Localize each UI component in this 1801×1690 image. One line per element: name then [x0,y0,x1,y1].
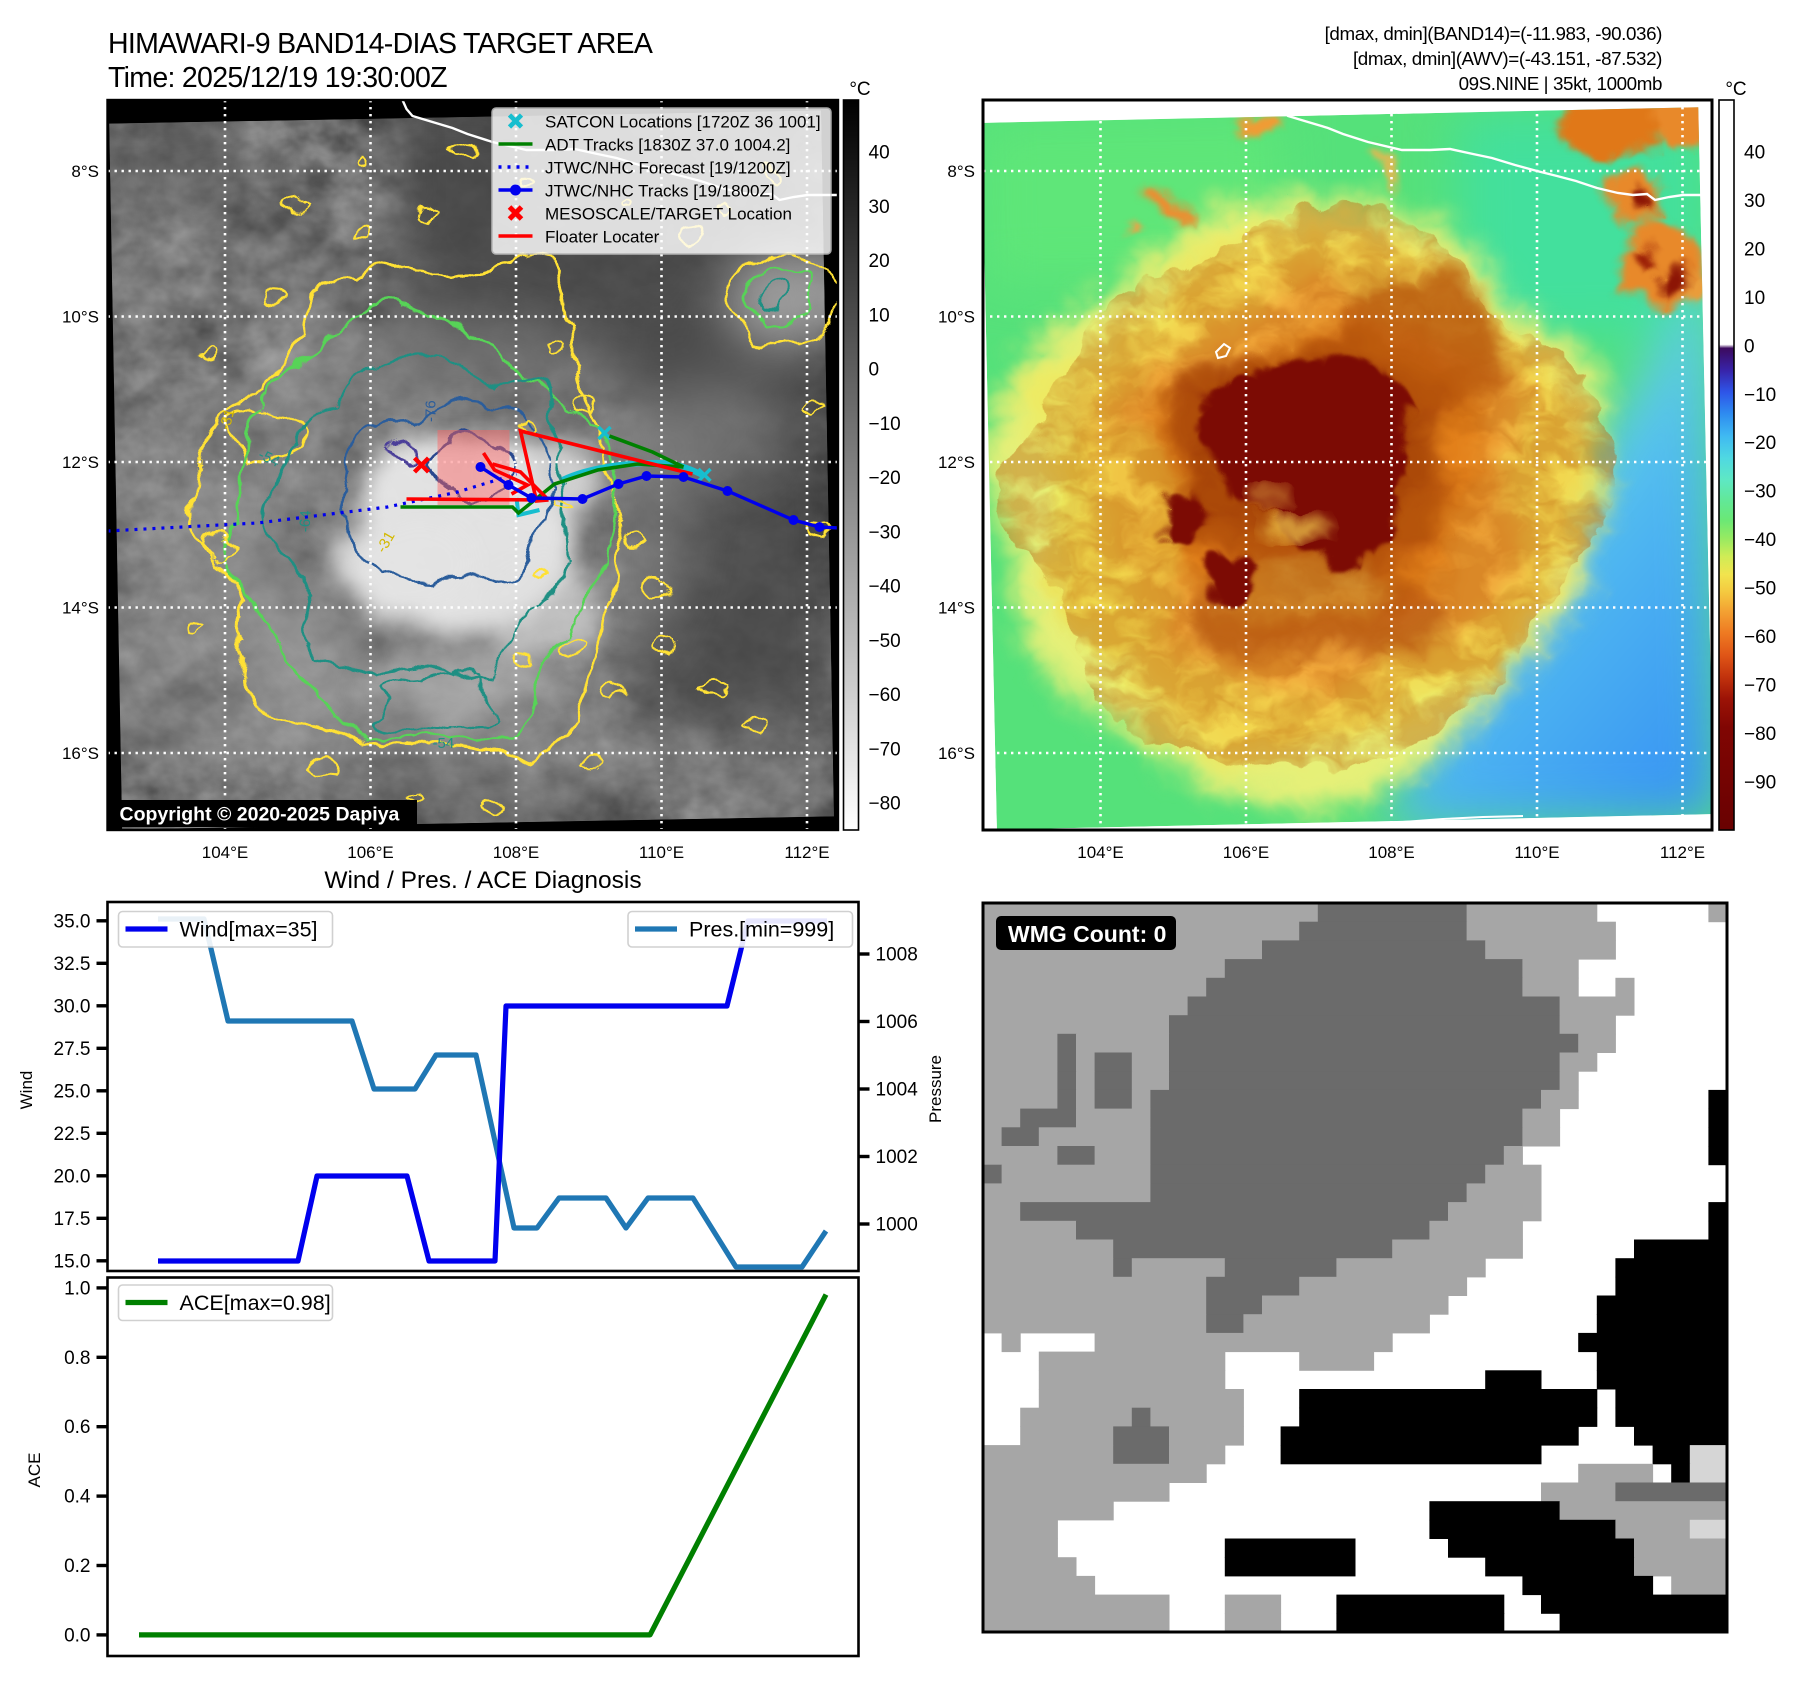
svg-text:ACE: ACE [25,1453,44,1488]
svg-text:JTWC/NHC Forecast [19/1200Z]: JTWC/NHC Forecast [19/1200Z] [545,159,791,178]
svg-text:ADT Tracks [1830Z 37.0 1004.2]: ADT Tracks [1830Z 37.0 1004.2] [545,136,790,155]
svg-text:−60: −60 [869,685,901,706]
svg-text:−80: −80 [869,794,901,815]
svg-text:10°S: 10°S [938,308,975,327]
svg-text:40: 40 [1744,143,1765,164]
svg-text:Time: 2025/12/19 19:30:00Z: Time: 2025/12/19 19:30:00Z [108,62,447,94]
svg-text:30: 30 [1744,191,1765,212]
svg-text:Wind: Wind [17,1071,36,1110]
svg-text:30.0: 30.0 [54,996,91,1017]
svg-text:1006: 1006 [876,1012,918,1033]
svg-text:Pressure: Pressure [926,1055,945,1123]
svg-text:°C: °C [1725,79,1746,100]
svg-text:1000: 1000 [876,1215,918,1236]
svg-text:108°E: 108°E [1368,843,1415,862]
svg-text:SATCON Locations [1720Z 36 100: SATCON Locations [1720Z 36 1001] [545,113,821,132]
svg-text:25.0: 25.0 [54,1081,91,1102]
svg-text:Pres.[min=999]: Pres.[min=999] [689,918,834,942]
svg-text:22.5: 22.5 [54,1124,91,1145]
svg-text:10: 10 [869,305,890,326]
svg-text:15.0: 15.0 [54,1251,91,1272]
svg-text:-31: -31 [216,407,238,432]
svg-text:17.5: 17.5 [54,1209,91,1230]
svg-text:32.5: 32.5 [54,954,91,975]
svg-text:−50: −50 [869,631,901,652]
svg-text:−40: −40 [869,577,901,598]
svg-text:0: 0 [869,360,880,381]
svg-text:1002: 1002 [876,1147,918,1168]
svg-text:−30: −30 [869,522,901,543]
svg-text:ACE[max=0.98]: ACE[max=0.98] [180,1291,331,1315]
svg-text:1008: 1008 [876,945,918,966]
svg-text:27.5: 27.5 [54,1039,91,1060]
svg-text:40: 40 [869,143,890,164]
svg-text:−50: −50 [1744,579,1776,600]
svg-text:8°S: 8°S [71,162,99,181]
svg-text:MESOSCALE/TARGET Location: MESOSCALE/TARGET Location [545,205,792,224]
svg-text:−60: −60 [1744,627,1776,648]
svg-text:1.0: 1.0 [64,1278,90,1299]
svg-text:12°S: 12°S [62,453,99,472]
svg-text:112°E: 112°E [1660,843,1705,862]
svg-text:14°S: 14°S [938,599,975,618]
svg-text:108°E: 108°E [493,843,540,862]
svg-text:30: 30 [869,197,890,218]
svg-text:−20: −20 [869,468,901,489]
svg-text:−70: −70 [869,739,901,760]
svg-text:35.0: 35.0 [54,911,91,932]
svg-text:-76: -76 [423,400,440,422]
svg-text:HIMAWARI-9 BAND14-DIAS TARGET: HIMAWARI-9 BAND14-DIAS TARGET AREA [108,28,653,60]
svg-text:0: 0 [1744,336,1755,357]
svg-text:1004: 1004 [876,1080,919,1101]
svg-text:Wind[max=35]: Wind[max=35] [180,918,318,942]
svg-text:20: 20 [1744,239,1765,260]
svg-text:0.4: 0.4 [64,1487,91,1508]
svg-text:Copyright © 2020-2025 Dapiya: Copyright © 2020-2025 Dapiya [120,804,400,826]
svg-text:16°S: 16°S [938,744,975,763]
svg-text:[dmax, dmin](AWV)=(-43.151, -8: [dmax, dmin](AWV)=(-43.151, -87.532) [1353,48,1662,69]
svg-text:−10: −10 [869,414,901,435]
svg-text:104°E: 104°E [202,843,249,862]
svg-text:−70: −70 [1744,675,1776,696]
svg-text:14°S: 14°S [62,599,99,618]
svg-text:0.8: 0.8 [64,1348,90,1369]
svg-text:-54: -54 [433,735,455,752]
svg-text:20: 20 [869,251,890,272]
svg-text:JTWC/NHC Tracks [19/1800Z]: JTWC/NHC Tracks [19/1800Z] [545,182,775,201]
svg-text:−10: −10 [1744,385,1776,406]
svg-text:0.6: 0.6 [64,1417,90,1438]
svg-text:12°S: 12°S [938,453,975,472]
svg-text:−40: −40 [1744,530,1776,551]
svg-text:-64: -64 [297,510,315,533]
svg-text:104°E: 104°E [1077,843,1124,862]
svg-text:110°E: 110°E [1514,843,1559,862]
svg-text:110°E: 110°E [639,843,684,862]
svg-text:0.2: 0.2 [64,1556,90,1577]
svg-text:[dmax, dmin](BAND14)=(-11.983,: [dmax, dmin](BAND14)=(-11.983, -90.036) [1325,23,1663,44]
svg-text:10°S: 10°S [62,308,99,327]
svg-text:−90: −90 [1744,772,1776,793]
svg-text:16°S: 16°S [62,744,99,763]
svg-text:20.0: 20.0 [54,1166,91,1187]
svg-text:−20: −20 [1744,433,1776,454]
svg-text:112°E: 112°E [784,843,829,862]
svg-text:106°E: 106°E [347,843,394,862]
svg-text:0.0: 0.0 [64,1625,90,1646]
svg-text:8°S: 8°S [947,162,975,181]
svg-text:10: 10 [1744,288,1765,309]
svg-text:°C: °C [849,79,870,100]
svg-text:106°E: 106°E [1223,843,1270,862]
svg-text:09S.NINE | 35kt, 1000mb: 09S.NINE | 35kt, 1000mb [1459,73,1662,94]
svg-text:Floater Locater: Floater Locater [545,228,660,247]
svg-text:−30: −30 [1744,482,1776,503]
svg-text:Wind / Pres. / ACE Diagnosis: Wind / Pres. / ACE Diagnosis [324,867,641,894]
svg-text:−80: −80 [1744,724,1776,745]
svg-text:WMG Count: 0: WMG Count: 0 [1008,921,1166,947]
